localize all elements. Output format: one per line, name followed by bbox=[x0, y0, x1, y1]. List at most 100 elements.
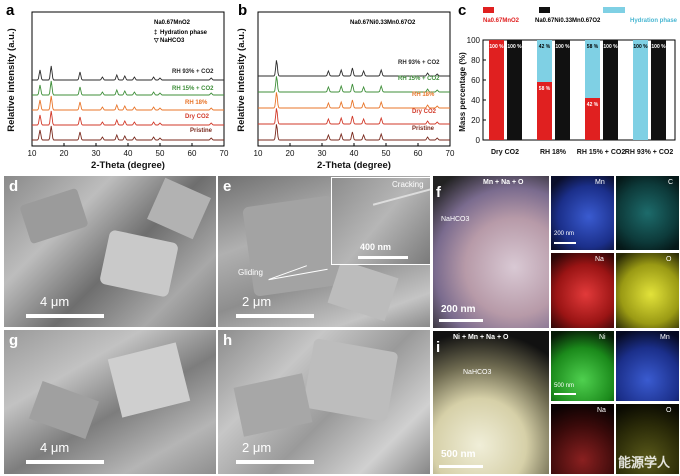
x-tick-label: 10 bbox=[28, 149, 37, 158]
eds-f-map-c-label: C bbox=[668, 179, 674, 186]
xrd-series-line bbox=[32, 65, 224, 81]
bar-hydration bbox=[585, 40, 600, 98]
xrd-a-series-2: RH 15% + CO2 bbox=[172, 86, 214, 92]
panel-label-i: i bbox=[436, 339, 441, 356]
panel-label-g: g bbox=[9, 332, 19, 349]
bar-c-bars: 100 % 100 % Dry CO2 58 % 42 % 100 % RH 18% 42 %… bbox=[489, 40, 673, 156]
panel-label-a: a bbox=[6, 2, 15, 19]
eds-map-i-ni: Ni 500 nm bbox=[551, 331, 614, 401]
sem-e-inset-scale-bar bbox=[358, 256, 408, 259]
x-tick-label: 50 bbox=[382, 149, 391, 158]
sem-e-particle bbox=[327, 259, 399, 322]
watermark-text: 能源学人 bbox=[618, 456, 671, 471]
x-tick-label: 70 bbox=[220, 149, 229, 158]
y-tick-label: 60 bbox=[471, 76, 480, 85]
sem-g-scale-bar bbox=[26, 460, 104, 464]
bar-hydration-label: 58 % bbox=[587, 44, 599, 50]
eds-map-f-c: C bbox=[616, 176, 679, 250]
eds-map-i-mn: Mn bbox=[616, 331, 679, 401]
eds-f-map-na-label: Na bbox=[595, 256, 604, 263]
eds-i-nahco3-label: NaHCO3 bbox=[463, 369, 492, 376]
eds-i-map-na-label: Na bbox=[597, 407, 606, 414]
bar-c-yticks: 0 20 40 60 80 100 bbox=[467, 36, 486, 145]
eds-i-small-scale-bar bbox=[554, 393, 576, 395]
xrd-a-title: Na0.67MnO2 bbox=[154, 20, 191, 26]
bar-mno2-label: 42 % bbox=[587, 102, 599, 108]
x-tick-label: 30 bbox=[92, 149, 101, 158]
eds-composite-i: i Ni + Mn + Na + O NaHCO3 500 nm bbox=[433, 331, 549, 474]
xrd-a-series-4: Dry CO2 bbox=[185, 114, 210, 120]
panel-label-h: h bbox=[223, 332, 233, 349]
x-tick-label: 20 bbox=[60, 149, 69, 158]
xrd-series-line bbox=[32, 80, 224, 96]
eds-i-scale-bar bbox=[439, 465, 483, 468]
xrd-series-line bbox=[32, 125, 224, 141]
bar-mno2-label: 100 % bbox=[489, 44, 504, 50]
bar-c-frame bbox=[482, 39, 676, 141]
eds-f-map-mn-label: Mn bbox=[595, 179, 605, 186]
x-tick-label: 30 bbox=[318, 149, 327, 158]
sem-e-particle bbox=[242, 195, 344, 297]
xrd-b-series-5: Pristine bbox=[412, 126, 435, 132]
x-tick-label: 10 bbox=[254, 149, 263, 158]
xrd-a-legend-1: Hydration phase bbox=[160, 30, 208, 36]
xrd-b-ylabel: Relative intensity (a.u.) bbox=[236, 28, 247, 131]
eds-f-nahco3-label: NaHCO3 bbox=[441, 216, 470, 223]
xrd-a-ylabel: Relative intensity (a.u.) bbox=[6, 28, 17, 131]
xrd-series-line bbox=[258, 92, 450, 109]
xrd-b-xticks: 10 20 30 40 50 60 70 bbox=[254, 143, 455, 158]
x-tick-label: 70 bbox=[446, 149, 455, 158]
xrd-chart-a: 10 20 30 40 50 60 70 2-Theta (degree) Relative… bbox=[6, 11, 229, 170]
x-category-label: RH 18% bbox=[540, 149, 567, 156]
sem-e-gliding-label: Gliding bbox=[238, 268, 263, 277]
eds-f-scale-bar bbox=[439, 319, 483, 322]
eds-i-scale-text: 500 nm bbox=[441, 449, 476, 460]
sem-image-d: d 4 μm bbox=[4, 176, 216, 327]
eds-i-map-o-label: O bbox=[666, 407, 672, 414]
bar-ni-label: 100 % bbox=[651, 44, 666, 50]
xrd-series-line bbox=[32, 95, 224, 111]
y-tick-label: 20 bbox=[471, 116, 480, 125]
x-tick-label: 20 bbox=[286, 149, 295, 158]
bar-ni-label: 100 % bbox=[603, 44, 618, 50]
xrd-chart-b: 10 20 30 40 50 60 70 2-Theta (degree) Relative… bbox=[236, 11, 455, 170]
eds-i-map-mn-label: Mn bbox=[660, 334, 670, 341]
sem-g-particle bbox=[28, 380, 100, 440]
x-category-label: RH 93% + CO2 bbox=[625, 149, 674, 156]
x-tick-label: 60 bbox=[188, 149, 197, 158]
xrd-series-line bbox=[32, 110, 224, 126]
eds-i-map-ni-label: Ni bbox=[599, 334, 606, 341]
xrd-a-legend-1-symbol: ‡ bbox=[154, 30, 157, 36]
legend-hyd-swatch bbox=[603, 7, 625, 13]
bar-mno2 bbox=[489, 40, 504, 140]
bar-mno2 bbox=[537, 82, 552, 140]
sem-g-particle bbox=[107, 342, 191, 418]
xrd-a-traces bbox=[32, 65, 224, 141]
panel-label-f: f bbox=[436, 184, 441, 201]
sem-d-particle bbox=[147, 177, 211, 240]
xrd-a-xticks: 10 20 30 40 50 60 70 bbox=[28, 143, 229, 158]
sem-e-crack-line bbox=[372, 188, 430, 206]
xrd-a-series-3: RH 18% bbox=[185, 100, 208, 106]
xrd-series-line bbox=[258, 76, 450, 93]
sem-d-scale-text: 4 μm bbox=[40, 294, 70, 309]
sem-e-inset: Cracking 400 nm bbox=[331, 177, 430, 265]
y-tick-label: 80 bbox=[471, 56, 480, 65]
eds-map-f-o: O bbox=[616, 253, 679, 328]
x-category-label: Dry CO2 bbox=[491, 149, 519, 156]
xrd-a-xlabel: 2-Theta (degree) bbox=[91, 160, 165, 170]
x-tick-label: 40 bbox=[124, 149, 133, 158]
x-category-label: RH 15% + CO2 bbox=[577, 149, 626, 156]
xrd-series-line bbox=[258, 60, 450, 77]
bar-ni bbox=[603, 40, 618, 140]
sem-d-particle bbox=[99, 229, 179, 298]
xrd-b-series-1: RH 93% + CO2 bbox=[398, 60, 440, 66]
bar-chart-c: Na0.67MnO2 Na0.67Ni0.33Mn0.67O2 Hydratio… bbox=[458, 7, 678, 156]
xrd-series-line bbox=[258, 108, 450, 125]
eds-map-f-na: Na bbox=[551, 253, 614, 328]
sem-image-g: g 4 μm bbox=[4, 330, 216, 474]
sem-h-particle bbox=[233, 373, 313, 437]
xrd-b-traces bbox=[258, 60, 450, 141]
bar-hydration-label: 42 % bbox=[539, 44, 551, 50]
legend-mno2: Na0.67MnO2 bbox=[483, 18, 520, 24]
